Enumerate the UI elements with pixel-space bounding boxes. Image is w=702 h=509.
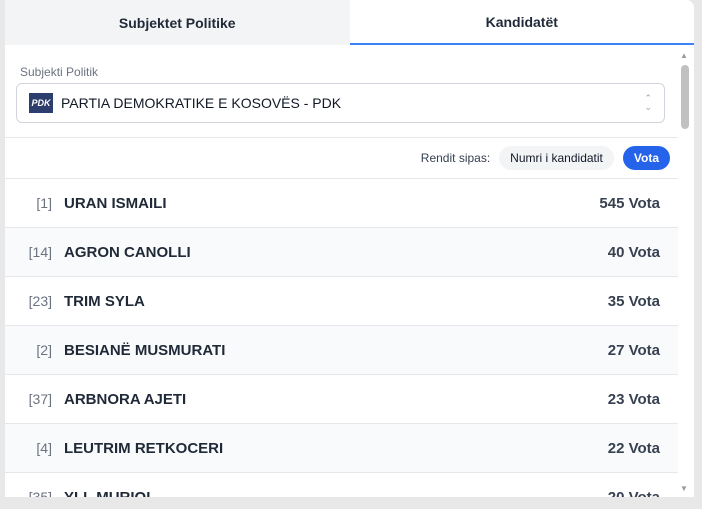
candidate-number: [14]: [28, 244, 52, 260]
scroll-down-icon[interactable]: ▼: [680, 484, 688, 493]
candidate-row[interactable]: [2] BESIANË MUSMURATI 27 Vota: [5, 326, 678, 375]
candidate-number: [35]: [28, 489, 52, 497]
party-select[interactable]: PDK PARTIA DEMOKRATIKE E KOSOVËS - PDK ⌃…: [16, 83, 665, 123]
tab-bar: Subjektet Politike Kandidatët: [5, 0, 694, 45]
chevron-up-down-icon: ⌃ ⌄: [644, 93, 652, 112]
results-panel: Subjektet Politike Kandidatët Subjekti P…: [5, 0, 694, 497]
candidate-votes: 22 Vota: [607, 439, 660, 457]
candidate-votes: 545 Vota: [599, 194, 660, 212]
tab-kandidatet[interactable]: Kandidatët: [349, 0, 694, 45]
candidate-row[interactable]: [35] YLL MURIQI 20 Vota: [5, 473, 678, 498]
candidate-votes: 40 Vota: [607, 243, 660, 261]
candidate-row[interactable]: [4] LEUTRIM RETKOCERI 22 Vota: [5, 424, 678, 473]
tab-subjektet-politike[interactable]: Subjektet Politike: [5, 0, 350, 45]
candidate-name: BESIANË MUSMURATI: [64, 341, 226, 359]
sort-label: Rendit sipas:: [420, 151, 491, 165]
content-area: Subjekti Politik PDK PARTIA DEMOKRATIKE …: [5, 45, 678, 497]
scrollbar-thumb[interactable]: [681, 65, 689, 129]
candidate-votes: 20 Vota: [607, 488, 660, 498]
candidate-votes: 35 Vota: [607, 292, 660, 310]
candidate-row[interactable]: [23] TRIM SYLA 35 Vota: [5, 277, 678, 326]
candidate-votes: 27 Vota: [607, 341, 660, 359]
candidate-number: [23]: [28, 293, 52, 309]
party-select-value: PARTIA DEMOKRATIKE E KOSOVËS - PDK: [61, 95, 342, 111]
sort-by-votes-button[interactable]: Vota: [622, 146, 670, 170]
candidate-row[interactable]: [37] ARBNORA AJETI 23 Vota: [5, 375, 678, 424]
sort-by-number-button[interactable]: Numri i kandidatit: [499, 146, 614, 170]
candidate-row[interactable]: [1] URAN ISMAILI 545 Vota: [5, 179, 678, 228]
candidate-name: TRIM SYLA: [64, 292, 145, 310]
candidate-name: YLL MURIQI: [64, 488, 151, 498]
candidate-name: AGRON CANOLLI: [64, 243, 191, 261]
candidate-number: [4]: [36, 440, 52, 456]
candidate-name: URAN ISMAILI: [64, 194, 167, 212]
candidate-row[interactable]: [14] AGRON CANOLLI 40 Vota: [5, 228, 678, 277]
candidate-votes: 23 Vota: [607, 390, 660, 408]
scrollbar[interactable]: ▲ ▼: [678, 45, 692, 497]
party-logo: PDK: [29, 93, 53, 113]
candidate-name: LEUTRIM RETKOCERI: [64, 439, 224, 457]
candidate-number: [1]: [36, 195, 52, 211]
candidate-number: [2]: [36, 342, 52, 358]
candidate-number: [37]: [28, 391, 52, 407]
filter-label: Subjekti Politik: [20, 65, 99, 79]
candidate-list: [1] URAN ISMAILI 545 Vota [14] AGRON CANOLLI…: [5, 179, 678, 497]
scroll-up-icon[interactable]: ▲: [680, 51, 688, 60]
sort-bar: Rendit sipas: Numri i kandidatit Vota: [5, 137, 678, 179]
candidate-name: ARBNORA AJETI: [64, 390, 187, 408]
